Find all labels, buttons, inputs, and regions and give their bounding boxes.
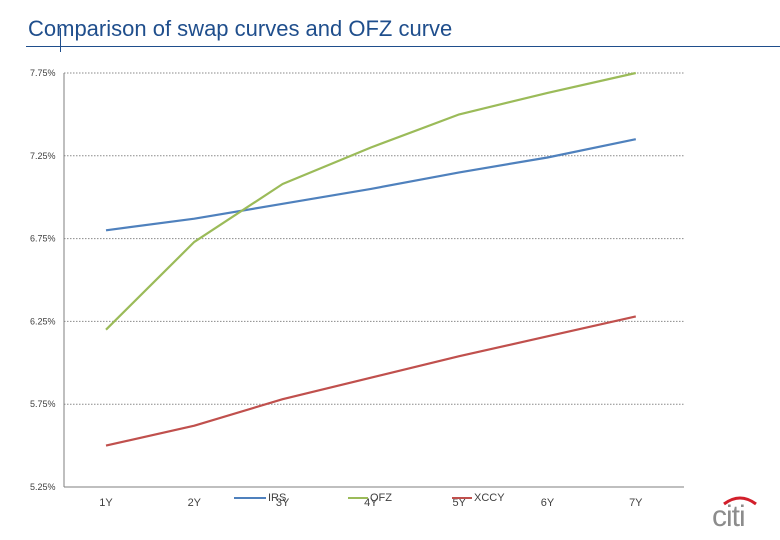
legend-label-xccy: XCCY [474, 492, 505, 504]
series-line-ofz [105, 71, 637, 331]
citi-logo-text: citi [712, 500, 746, 533]
y-tick-label: 5.75% [30, 399, 56, 409]
axis-layer: 7.75% 7.25% 6.75% 6.25% 5.75% 5.25% 1Y 2Y 3Y 4Y 5Y… [30, 68, 684, 509]
page-title: Comparison of swap curves and OFZ curve [28, 16, 453, 41]
y-tick-label: 6.25% [30, 316, 56, 326]
series-layer [105, 71, 637, 447]
legend-layer: IRS OFZ XCCY [234, 492, 505, 504]
x-tick-label: 7Y [629, 497, 643, 509]
y-tick-label: 7.75% [30, 68, 56, 78]
series-line-irs [105, 138, 637, 232]
x-tick-label: 5Y [452, 497, 466, 509]
legend-label-irs: IRS [268, 492, 286, 504]
y-tick-label: 5.25% [30, 482, 56, 492]
legend-label-ofz: OFZ [370, 492, 392, 504]
title-underline [26, 46, 780, 47]
x-tick-label: 2Y [188, 497, 202, 509]
x-tick-label: 1Y [99, 497, 113, 509]
x-tick-label: 3Y [276, 497, 290, 509]
citi-logo-arc [723, 496, 757, 506]
citi-logo: citi [706, 492, 766, 536]
y-tick-label: 7.25% [30, 151, 56, 161]
x-tick-label: 4Y [364, 497, 378, 509]
title-divider-tick [60, 28, 61, 52]
series-line-xccy [105, 315, 637, 447]
x-tick-label: 6Y [541, 497, 555, 509]
y-tick-label: 6.75% [30, 234, 56, 244]
grid-layer [64, 72, 684, 405]
